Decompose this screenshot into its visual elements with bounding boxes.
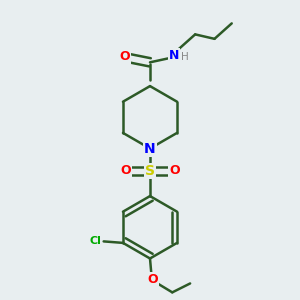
Text: H: H — [181, 52, 189, 62]
Text: Cl: Cl — [89, 236, 101, 246]
Text: N: N — [144, 142, 156, 155]
Text: O: O — [119, 50, 130, 63]
Text: O: O — [120, 164, 131, 177]
Text: S: S — [145, 164, 155, 178]
Text: N: N — [169, 49, 179, 62]
Text: O: O — [148, 273, 158, 286]
Text: O: O — [169, 164, 180, 177]
